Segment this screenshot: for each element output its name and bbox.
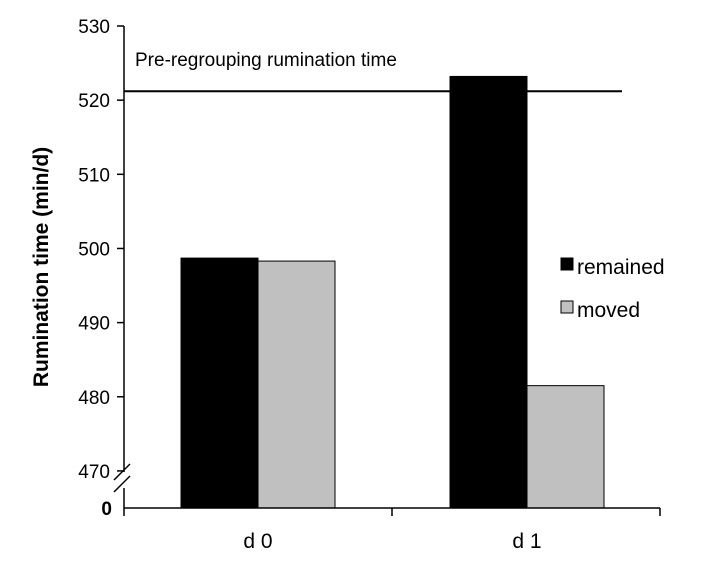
bar-remained [180, 257, 259, 509]
bars-layer [180, 75, 605, 509]
y-ticks: 470 480 490 500 510 520 530 [78, 17, 124, 483]
reference-line-label: Pre-regrouping rumination time [135, 50, 397, 71]
y-tick-label: 520 [78, 91, 110, 112]
y-tick-label: 530 [78, 17, 110, 38]
y-zero-label: 0 [101, 499, 112, 520]
bar-remained [449, 75, 528, 509]
bar-moved [257, 260, 336, 509]
legend-label-moved: moved [577, 299, 640, 322]
legend-swatch-remained [560, 257, 574, 271]
y-tick-label: 490 [78, 314, 110, 335]
axis-break-icon [112, 463, 136, 493]
y-axis-label: Rumination time (min/d) [30, 147, 53, 387]
bar-moved [526, 385, 605, 509]
y-tick-label: 470 [78, 462, 110, 483]
reference-line-group: Pre-regrouping rumination time [124, 50, 622, 93]
legend-swatch-moved [560, 300, 574, 314]
legend: remained moved [560, 256, 665, 322]
y-tick-label: 480 [78, 388, 110, 409]
y-tick-label: 510 [78, 165, 110, 186]
x-category-label: d 1 [512, 530, 541, 553]
x-category-labels: d 0 d 1 [243, 530, 541, 553]
axis-layer [112, 26, 661, 516]
legend-label-remained: remained [577, 256, 665, 279]
y-tick-label: 500 [78, 239, 110, 260]
x-category-label: d 0 [243, 530, 272, 553]
